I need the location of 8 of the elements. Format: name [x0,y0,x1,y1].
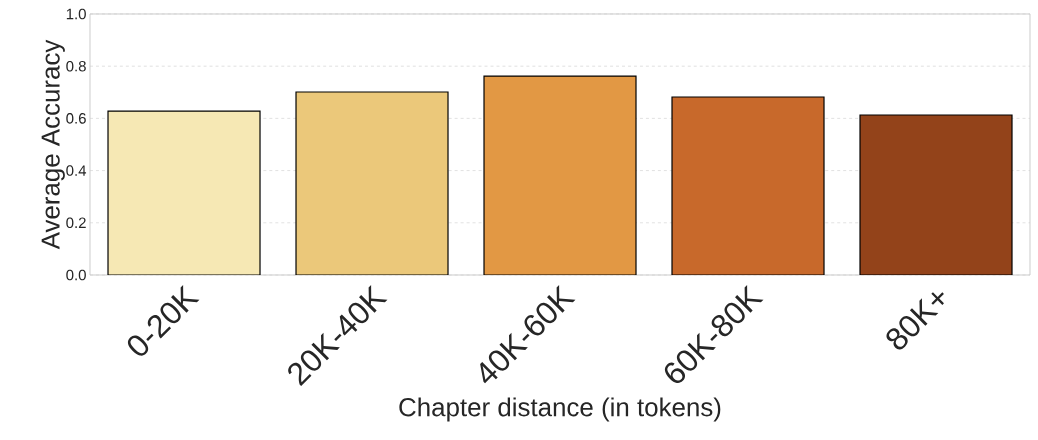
y-tick-label: 0.6 [66,113,86,124]
x-axis-title: Chapter distance (in tokens) [399,397,721,422]
y-axis-title: Average Accuracy [41,39,65,250]
y-tick-label: 0.4 [66,165,87,176]
y-tick-label: 0.8 [66,60,86,72]
y-tick-label: 0.0 [66,269,86,281]
y-tick-label: 1.0 [66,8,86,20]
y-tick-label: 0.2 [66,217,86,229]
